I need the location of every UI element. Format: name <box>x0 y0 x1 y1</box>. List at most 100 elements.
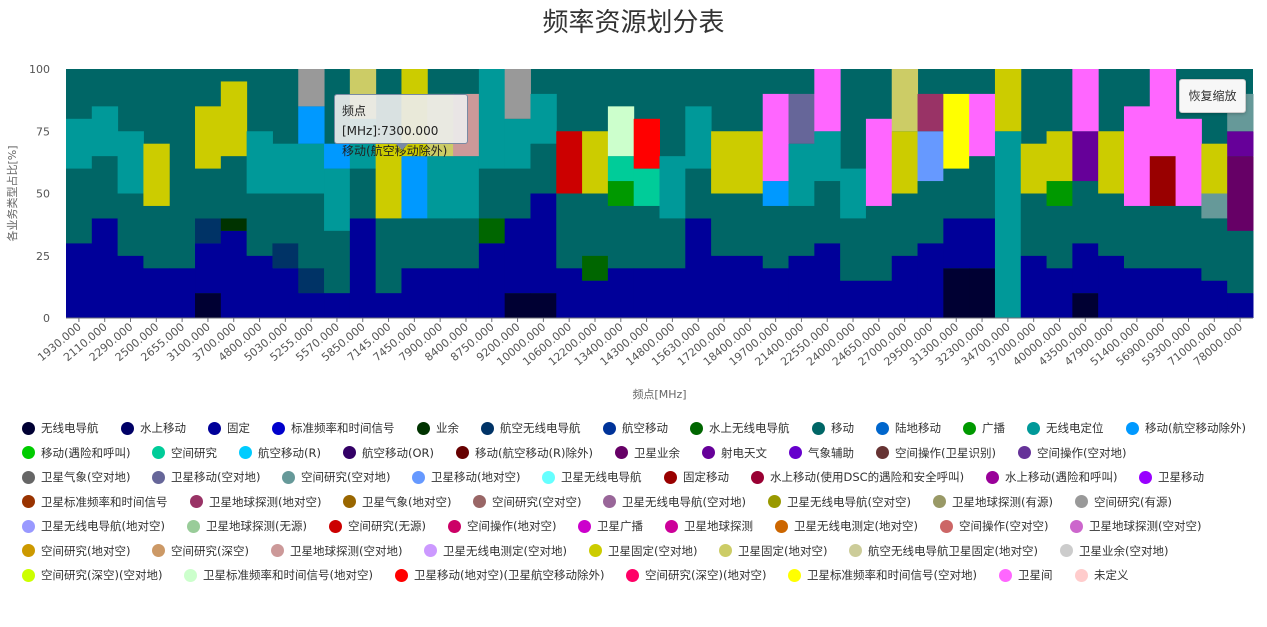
legend-item[interactable]: 移动(航空移动除外) <box>1126 420 1246 436</box>
bar-segment[interactable] <box>504 118 531 169</box>
legend-item[interactable]: 卫星无线电测定(地对空) <box>775 518 918 534</box>
bar-segment[interactable] <box>556 131 583 194</box>
legend-item[interactable]: 陆地移动 <box>876 420 941 436</box>
bar-segment[interactable] <box>66 118 93 169</box>
bar-segment[interactable] <box>298 268 325 294</box>
bar-segment[interactable] <box>375 293 402 318</box>
legend-item[interactable]: 固定移动 <box>664 469 729 485</box>
bar-segment[interactable] <box>195 218 222 244</box>
bar-segment[interactable] <box>195 293 222 318</box>
legend-item[interactable]: 卫星固定(地对空) <box>719 543 827 559</box>
legend-item[interactable]: 卫星地球探测(空对地) <box>271 543 402 559</box>
legend-item[interactable]: 水上移动 <box>121 420 186 436</box>
legend-item[interactable]: 空间研究(空对地) <box>282 469 390 485</box>
legend-item[interactable]: 空间研究(无源) <box>329 518 426 534</box>
bar-segment[interactable] <box>969 156 996 219</box>
bar-segment[interactable] <box>427 156 454 219</box>
bar-segment[interactable] <box>1149 205 1177 269</box>
bar-segment[interactable] <box>143 205 170 269</box>
legend-item[interactable]: 空间操作(空对地) <box>1018 445 1126 461</box>
bar-segment[interactable] <box>607 205 635 269</box>
bar-segment[interactable] <box>169 218 196 269</box>
bar-segment[interactable] <box>272 143 299 194</box>
bar-segment[interactable] <box>375 218 402 294</box>
bar-segment[interactable] <box>917 131 944 182</box>
bar-segment[interactable] <box>220 81 248 157</box>
legend-item[interactable]: 卫星移动(地对空)(卫星航空移动除外) <box>395 567 604 583</box>
bar-segment[interactable] <box>685 168 712 219</box>
bar-segment[interactable] <box>117 131 144 194</box>
bar-segment[interactable] <box>478 69 506 169</box>
bar-segment[interactable] <box>1123 268 1151 318</box>
bar-segment[interactable] <box>272 243 299 269</box>
bar-segment[interactable] <box>556 193 583 269</box>
legend-item[interactable]: 空间研究(空对空) <box>473 494 581 510</box>
bar-segment[interactable] <box>530 193 557 294</box>
bar-segment[interactable] <box>1123 205 1151 269</box>
legend-item[interactable]: 空间研究(深空)(地对空) <box>626 567 766 583</box>
bar-segment[interactable] <box>840 168 867 219</box>
bar-segment[interactable] <box>453 156 480 219</box>
legend-item[interactable]: 卫星地球探测(有源) <box>933 494 1053 510</box>
bar-segment[interactable] <box>1227 156 1254 231</box>
bar-segment[interactable] <box>66 243 93 318</box>
bar-segment[interactable] <box>401 156 428 219</box>
bar-segment[interactable] <box>298 143 325 194</box>
legend-item[interactable]: 卫星无线电导航(地对空) <box>22 518 165 534</box>
bar-segment[interactable] <box>298 69 325 107</box>
bar-segment[interactable] <box>91 156 119 219</box>
bar-segment[interactable] <box>917 93 944 132</box>
bar-segment[interactable] <box>478 168 506 219</box>
legend-item[interactable]: 无线电导航 <box>22 420 99 436</box>
legend-item[interactable]: 卫星气象(空对地) <box>22 469 130 485</box>
bar-segment[interactable] <box>1201 143 1228 194</box>
bar-segment[interactable] <box>1098 193 1125 256</box>
bar-segment[interactable] <box>736 255 764 318</box>
bar-segment[interactable] <box>633 168 660 206</box>
bar-segment[interactable] <box>1201 218 1228 281</box>
legend-item[interactable]: 卫星业余(空对地) <box>1060 543 1168 559</box>
legend-item[interactable]: 卫星广播 <box>578 518 643 534</box>
legend-item[interactable]: 卫星无线电导航 <box>542 469 642 485</box>
legend-item[interactable]: 空间研究(有源) <box>1075 494 1172 510</box>
bar-segment[interactable] <box>711 131 738 194</box>
bar-segment[interactable] <box>1020 143 1048 194</box>
legend-item[interactable]: 固定 <box>208 420 250 436</box>
legend-item[interactable]: 卫星业余 <box>615 445 680 461</box>
bar-segment[interactable] <box>607 268 635 318</box>
bar-segment[interactable] <box>1072 293 1099 318</box>
bar-segment[interactable] <box>1072 131 1099 182</box>
bar-segment[interactable] <box>375 143 402 219</box>
legend-item[interactable]: 空间操作(地对空) <box>448 518 556 534</box>
legend-item[interactable]: 卫星无线电导航(空对空) <box>768 494 911 510</box>
bar-segment[interactable] <box>1227 131 1254 157</box>
bar-segment[interactable] <box>994 131 1022 318</box>
bar-segment[interactable] <box>556 268 583 318</box>
bar-segment[interactable] <box>943 268 970 318</box>
bar-segment[interactable] <box>582 131 609 194</box>
bar-segment[interactable] <box>762 268 790 318</box>
bar-segment[interactable] <box>349 218 377 318</box>
bar-segment[interactable] <box>736 131 764 194</box>
legend-item[interactable]: 卫星地球探测(地对空) <box>190 494 321 510</box>
bar-segment[interactable] <box>1149 156 1177 206</box>
bar-segment[interactable] <box>840 218 867 281</box>
legend-item[interactable]: 空间操作(卫星识别) <box>876 445 996 461</box>
bar-segment[interactable] <box>762 93 790 182</box>
legend-item[interactable]: 空间研究(地对空) <box>22 543 130 559</box>
bar-segment[interactable] <box>1149 69 1177 157</box>
bar-segment[interactable] <box>1020 193 1048 256</box>
bar-segment[interactable] <box>607 156 635 182</box>
legend-item[interactable]: 卫星固定(空对地) <box>589 543 697 559</box>
bar-segment[interactable] <box>891 193 919 256</box>
bar-segment[interactable] <box>195 106 222 169</box>
bar-segment[interactable] <box>427 268 454 318</box>
bar-segment[interactable] <box>1227 230 1254 294</box>
bar-segment[interactable] <box>324 293 351 318</box>
bar-segment[interactable] <box>891 255 919 318</box>
bar-segment[interactable] <box>1046 268 1073 318</box>
bar-segment[interactable] <box>917 243 944 318</box>
bar-segment[interactable] <box>659 156 686 219</box>
bar-segment[interactable] <box>1227 293 1254 318</box>
bar-segment[interactable] <box>298 293 325 318</box>
